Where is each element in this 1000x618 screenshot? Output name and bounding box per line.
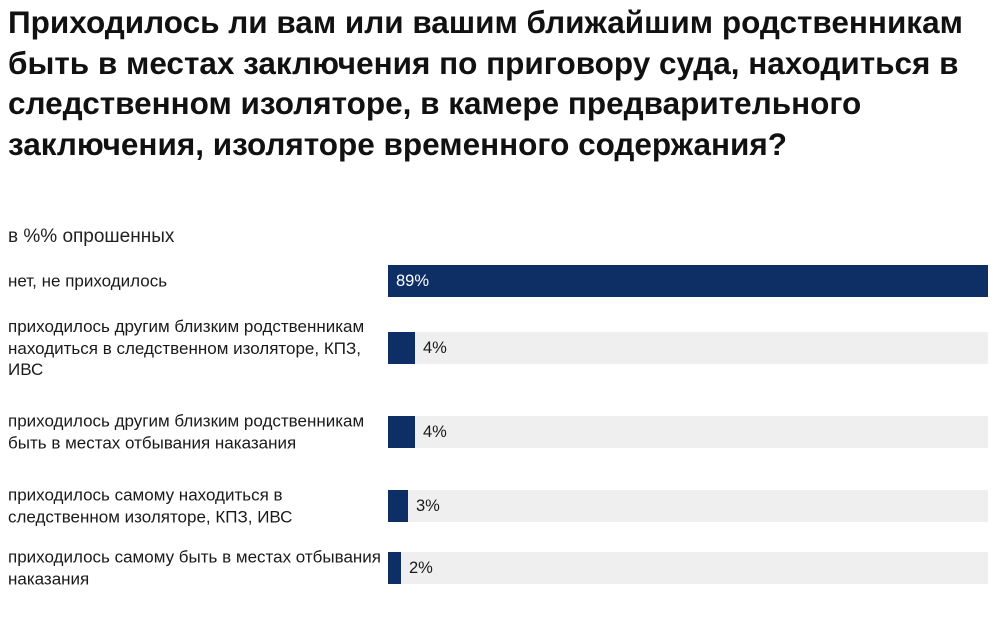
bar	[388, 490, 408, 522]
category-label: приходилось другим близким родственникам…	[8, 411, 365, 453]
chart-subtitle: в %% опрошенных	[8, 226, 175, 247]
bar-track: 4%	[388, 332, 988, 364]
category-label: приходилось самому находиться в следстве…	[8, 485, 293, 527]
bar	[388, 416, 415, 448]
chart-title: Приходилось ли вам или вашим ближайшим р…	[8, 4, 963, 162]
bar-track: 4%	[388, 416, 988, 448]
value-label: 2%	[409, 559, 433, 577]
bar	[388, 332, 415, 364]
value-label: 89%	[396, 272, 430, 290]
category-label: нет, не приходилось	[8, 271, 168, 291]
bar-track: 89%	[388, 265, 988, 297]
value-label: 3%	[416, 497, 440, 515]
bar	[388, 552, 401, 584]
value-label: 4%	[423, 423, 447, 441]
bar-track: 3%	[388, 490, 988, 522]
category-label: приходилось другим близким родственникам…	[8, 316, 365, 379]
value-label: 4%	[423, 339, 447, 357]
bar	[388, 265, 988, 297]
bar-track: 2%	[388, 552, 988, 584]
category-label: приходилось самому быть в местах отбыван…	[8, 547, 382, 589]
